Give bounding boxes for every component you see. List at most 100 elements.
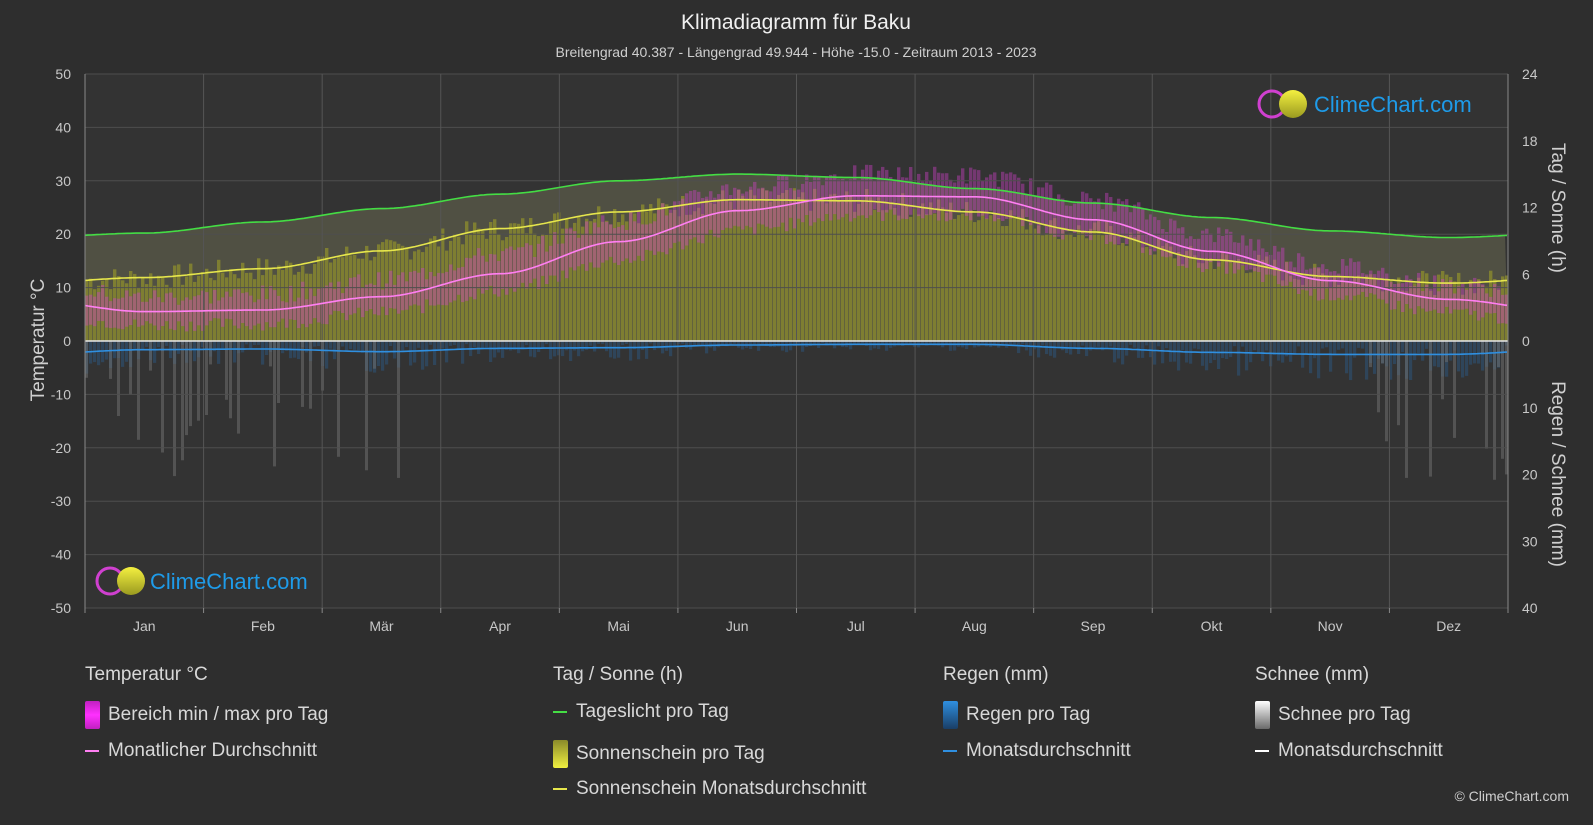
temp-range-day-bar [289, 285, 293, 320]
y-right-bottom-tick-label: 30 [1522, 533, 1538, 549]
sunshine-day-bar [1409, 286, 1413, 341]
sunshine-day-bar [1441, 271, 1445, 341]
temp-range-day-bar [649, 223, 653, 251]
sunshine-day-bar [1389, 280, 1393, 341]
sunshine-day-bar [421, 252, 425, 341]
rain-day-bar [1193, 341, 1197, 349]
sunshine-day-bar [601, 221, 605, 341]
temp-range-day-bar [917, 173, 921, 217]
rain-day-bar [853, 341, 857, 344]
rain-day-bar [385, 341, 389, 365]
temp-range-day-bar [597, 227, 601, 268]
sunshine-day-bar [1449, 277, 1453, 341]
temp-range-day-bar [697, 191, 701, 243]
rain-day-bar [625, 341, 629, 344]
sunshine-day-bar [1473, 293, 1477, 341]
snow-day-bar [1385, 341, 1388, 442]
sunshine-day-bar [473, 222, 477, 341]
sunshine-day-bar [1233, 260, 1237, 341]
temp-range-day-bar [1325, 269, 1329, 289]
temp-range-day-bar [1229, 231, 1233, 263]
temp-range-day-bar [1505, 294, 1509, 324]
rain-day-bar [1481, 341, 1485, 371]
temp-range-day-bar [157, 297, 161, 331]
temp-range-day-bar [1461, 283, 1465, 310]
sunshine-day-bar [1117, 245, 1121, 341]
rain-day-bar [593, 341, 597, 352]
temp-range-day-bar [1065, 205, 1069, 232]
temp-range-day-bar [577, 237, 581, 267]
temp-range-day-bar [125, 290, 129, 327]
sunshine-day-bar [245, 272, 249, 341]
temp-range-day-bar [1385, 273, 1389, 304]
sunshine-day-bar [1433, 295, 1437, 341]
temp-range-day-bar [1185, 238, 1189, 268]
sunshine-day-bar [781, 193, 785, 341]
sunshine-day-bar [837, 200, 841, 341]
temp-range-day-bar [97, 292, 101, 321]
temp-range-day-bar [809, 182, 813, 226]
sunshine-day-bar [1217, 262, 1221, 341]
temp-range-day-bar [1473, 277, 1477, 311]
rain-day-bar [1053, 341, 1057, 358]
sunshine-day-bar [1457, 272, 1461, 341]
temp-range-day-bar [445, 271, 449, 306]
sunshine-day-bar [1321, 273, 1325, 341]
rain-day-bar [1221, 341, 1225, 358]
temp-range-day-bar [1241, 235, 1245, 266]
sunshine-day-bar [565, 219, 569, 341]
sunshine-day-bar [385, 239, 389, 341]
sunshine-day-bar [537, 236, 541, 341]
temp-range-day-bar [845, 180, 849, 214]
sunshine-day-bar [1049, 220, 1053, 341]
sunshine-day-bar [313, 264, 317, 341]
temp-range-day-bar [301, 281, 305, 324]
temp-range-day-bar [885, 169, 889, 213]
sunshine-day-bar [1133, 237, 1137, 341]
sunshine-day-bar [137, 288, 141, 341]
rain-day-bar [1157, 341, 1161, 347]
sunshine-day-bar [1161, 246, 1165, 341]
snow-day-bar [1453, 341, 1456, 438]
rain-day-bar [589, 341, 593, 346]
sunshine-day-bar [981, 212, 985, 341]
temp-range-day-bar [1337, 273, 1341, 298]
rain-day-bar [1013, 341, 1017, 345]
sunshine-day-bar [1277, 270, 1281, 341]
sunshine-day-bar [1021, 209, 1025, 341]
rain-day-bar [909, 341, 913, 345]
sunshine-day-bar [1413, 283, 1417, 341]
sunshine-day-bar [641, 204, 645, 341]
temp-range-day-bar [833, 174, 837, 215]
rain-day-bar [849, 341, 853, 350]
temp-range-day-bar [925, 171, 929, 216]
temp-range-day-bar [1445, 282, 1449, 307]
sunshine-day-bar [777, 195, 781, 341]
sunshine-day-bar [673, 210, 677, 341]
rain-day-bar [729, 341, 733, 345]
temp-range-day-bar [273, 290, 277, 328]
sunshine-day-bar [205, 268, 209, 341]
sunshine-day-bar [1365, 275, 1369, 341]
rain-day-bar [1225, 341, 1229, 359]
temp-range-day-bar [749, 186, 753, 228]
rain-day-bar [1321, 341, 1325, 349]
logo-text-bottom: ClimeChart.com [150, 569, 308, 594]
sunshine-day-bar [1417, 277, 1421, 341]
rain-day-bar [317, 341, 321, 347]
temp-range-day-bar [1273, 245, 1277, 276]
sunshine-day-bar [261, 275, 265, 341]
sunshine-day-bar [813, 188, 817, 341]
temp-range-day-bar [1265, 252, 1269, 275]
sunshine-day-bar [1405, 291, 1409, 341]
sunshine-day-bar [1041, 235, 1045, 341]
temp-range-day-bar [693, 190, 697, 238]
temp-range-day-bar [877, 170, 881, 213]
sunshine-day-bar [117, 276, 121, 341]
snow-day-bar [1405, 341, 1408, 478]
temp-range-day-bar [377, 272, 381, 316]
sunshine-day-bar [557, 212, 561, 341]
snow-day-bar [225, 341, 228, 400]
sunshine-day-bar [697, 207, 701, 341]
rain-day-bar [253, 341, 257, 345]
